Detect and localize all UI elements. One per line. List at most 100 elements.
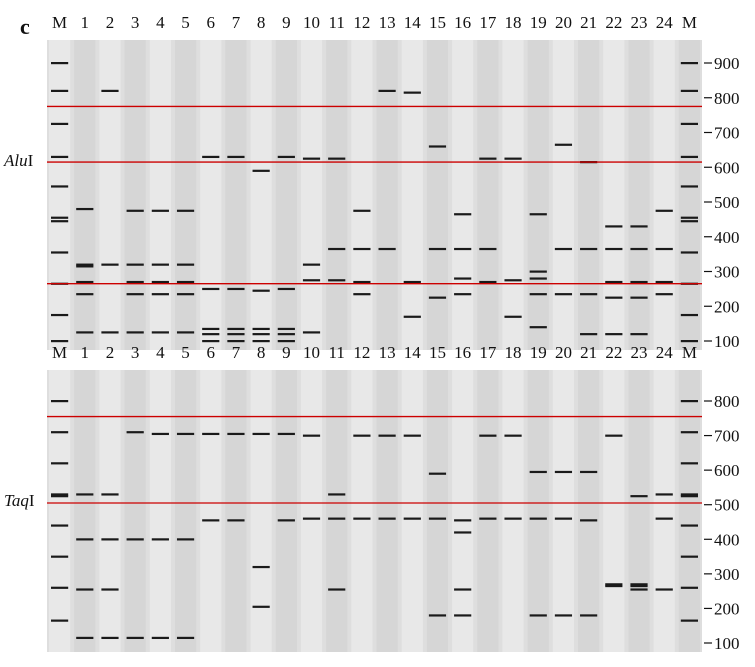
dna-band bbox=[151, 209, 169, 212]
gel-lane bbox=[426, 370, 449, 652]
size-label: 700 bbox=[714, 427, 740, 446]
dna-band bbox=[680, 555, 698, 558]
size-label: 700 bbox=[714, 124, 740, 143]
dna-band bbox=[277, 333, 295, 336]
gel-lane bbox=[49, 40, 71, 350]
dna-band bbox=[126, 538, 144, 541]
dna-band bbox=[680, 495, 698, 498]
dna-band bbox=[176, 331, 195, 334]
dna-band bbox=[428, 296, 447, 299]
taq-gel-panel bbox=[47, 370, 702, 652]
dna-band bbox=[76, 636, 94, 640]
gel-lane bbox=[149, 370, 171, 652]
dna-band bbox=[302, 331, 321, 334]
lane-label: 8 bbox=[257, 13, 266, 32]
dna-band bbox=[630, 584, 648, 588]
dna-band bbox=[202, 519, 220, 522]
gel-lane bbox=[376, 370, 398, 652]
dna-band bbox=[328, 279, 346, 282]
dna-band bbox=[655, 209, 673, 212]
gel-lane bbox=[275, 370, 297, 652]
dna-band bbox=[51, 495, 69, 498]
lane-label: M bbox=[682, 13, 697, 32]
lane-label: 4 bbox=[156, 13, 165, 32]
gel-lane bbox=[300, 40, 323, 350]
gel-lane bbox=[99, 370, 121, 652]
lane-label: 3 bbox=[131, 343, 140, 362]
dna-band bbox=[328, 247, 346, 251]
dna-band bbox=[202, 333, 220, 336]
dna-band bbox=[630, 588, 648, 591]
dna-band bbox=[176, 538, 195, 541]
gel-lane bbox=[477, 40, 499, 350]
lane-label: M bbox=[52, 343, 67, 362]
dna-band bbox=[680, 313, 698, 317]
dna-band bbox=[202, 327, 220, 331]
lane-label: 16 bbox=[454, 13, 471, 32]
dna-band bbox=[277, 287, 295, 291]
size-label: 200 bbox=[714, 599, 740, 618]
dna-band bbox=[630, 495, 648, 498]
dna-band bbox=[680, 586, 698, 589]
size-label: 300 bbox=[714, 263, 740, 282]
lane-label: 18 bbox=[505, 13, 522, 32]
dna-band bbox=[605, 280, 623, 284]
dna-band bbox=[504, 279, 522, 282]
dna-band bbox=[454, 531, 472, 534]
dna-band bbox=[529, 270, 547, 273]
enzyme-label: AluI bbox=[3, 151, 34, 170]
lane-label: 13 bbox=[379, 343, 396, 362]
dna-band bbox=[353, 517, 371, 520]
dna-band bbox=[454, 213, 472, 216]
dna-band bbox=[51, 586, 69, 589]
gel-lane bbox=[326, 40, 348, 350]
dna-band bbox=[227, 340, 245, 343]
lane-label: 11 bbox=[329, 343, 345, 362]
size-label: 800 bbox=[714, 89, 740, 108]
gel-lane bbox=[401, 40, 423, 350]
dna-band bbox=[655, 280, 673, 284]
dna-band bbox=[151, 538, 169, 541]
dna-band bbox=[479, 157, 497, 160]
size-label: 100 bbox=[714, 332, 740, 351]
lane-label: 22 bbox=[605, 343, 622, 362]
lane-label: 2 bbox=[106, 343, 115, 362]
dna-band bbox=[630, 296, 648, 299]
dna-band bbox=[580, 247, 598, 251]
dna-band bbox=[277, 340, 295, 343]
dna-band bbox=[227, 432, 245, 436]
gel-lane bbox=[452, 40, 474, 350]
dna-band bbox=[680, 524, 698, 527]
dna-band bbox=[580, 293, 598, 296]
dna-band bbox=[353, 293, 371, 296]
gel-lane bbox=[200, 370, 222, 652]
lane-label: 4 bbox=[156, 343, 165, 362]
dna-band bbox=[680, 62, 698, 65]
dna-band bbox=[428, 517, 447, 520]
gel-lane bbox=[124, 370, 146, 652]
dna-band bbox=[403, 315, 421, 318]
gel-lane bbox=[74, 40, 96, 350]
dna-band bbox=[252, 605, 270, 608]
dna-band bbox=[504, 315, 522, 318]
dna-band bbox=[51, 555, 69, 558]
dna-band bbox=[454, 247, 472, 251]
dna-band bbox=[252, 333, 270, 336]
lane-label: 12 bbox=[353, 13, 370, 32]
dna-band bbox=[101, 263, 119, 266]
dna-band bbox=[680, 462, 698, 465]
dna-band bbox=[151, 263, 169, 266]
dna-band bbox=[101, 331, 119, 334]
size-label: 800 bbox=[714, 392, 740, 411]
dna-band bbox=[126, 209, 144, 212]
size-label: 300 bbox=[714, 565, 740, 584]
dna-band bbox=[605, 225, 623, 228]
lane-label: 20 bbox=[555, 13, 572, 32]
lane-label: 17 bbox=[479, 343, 497, 362]
dna-band bbox=[101, 636, 119, 640]
dna-band bbox=[680, 493, 698, 496]
gel-lane bbox=[678, 370, 700, 652]
lane-label: 15 bbox=[429, 343, 446, 362]
dna-band bbox=[454, 277, 472, 280]
dna-band bbox=[51, 313, 69, 317]
